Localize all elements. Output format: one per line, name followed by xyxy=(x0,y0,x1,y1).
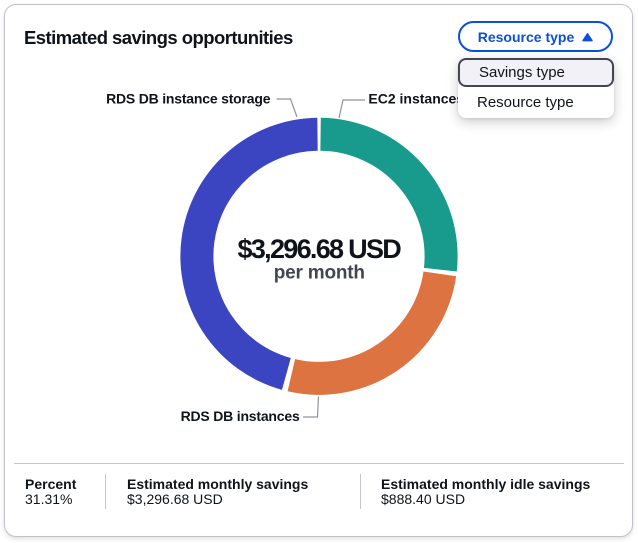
svg-text:$3,296.68 USD: $3,296.68 USD xyxy=(238,234,402,264)
svg-text:RDS DB instance storage: RDS DB instance storage xyxy=(106,90,271,106)
svg-text:RDS DB instances: RDS DB instances xyxy=(181,408,300,424)
svg-text:EC2 instances: EC2 instances xyxy=(368,90,464,106)
svg-text:per month: per month xyxy=(274,262,365,283)
